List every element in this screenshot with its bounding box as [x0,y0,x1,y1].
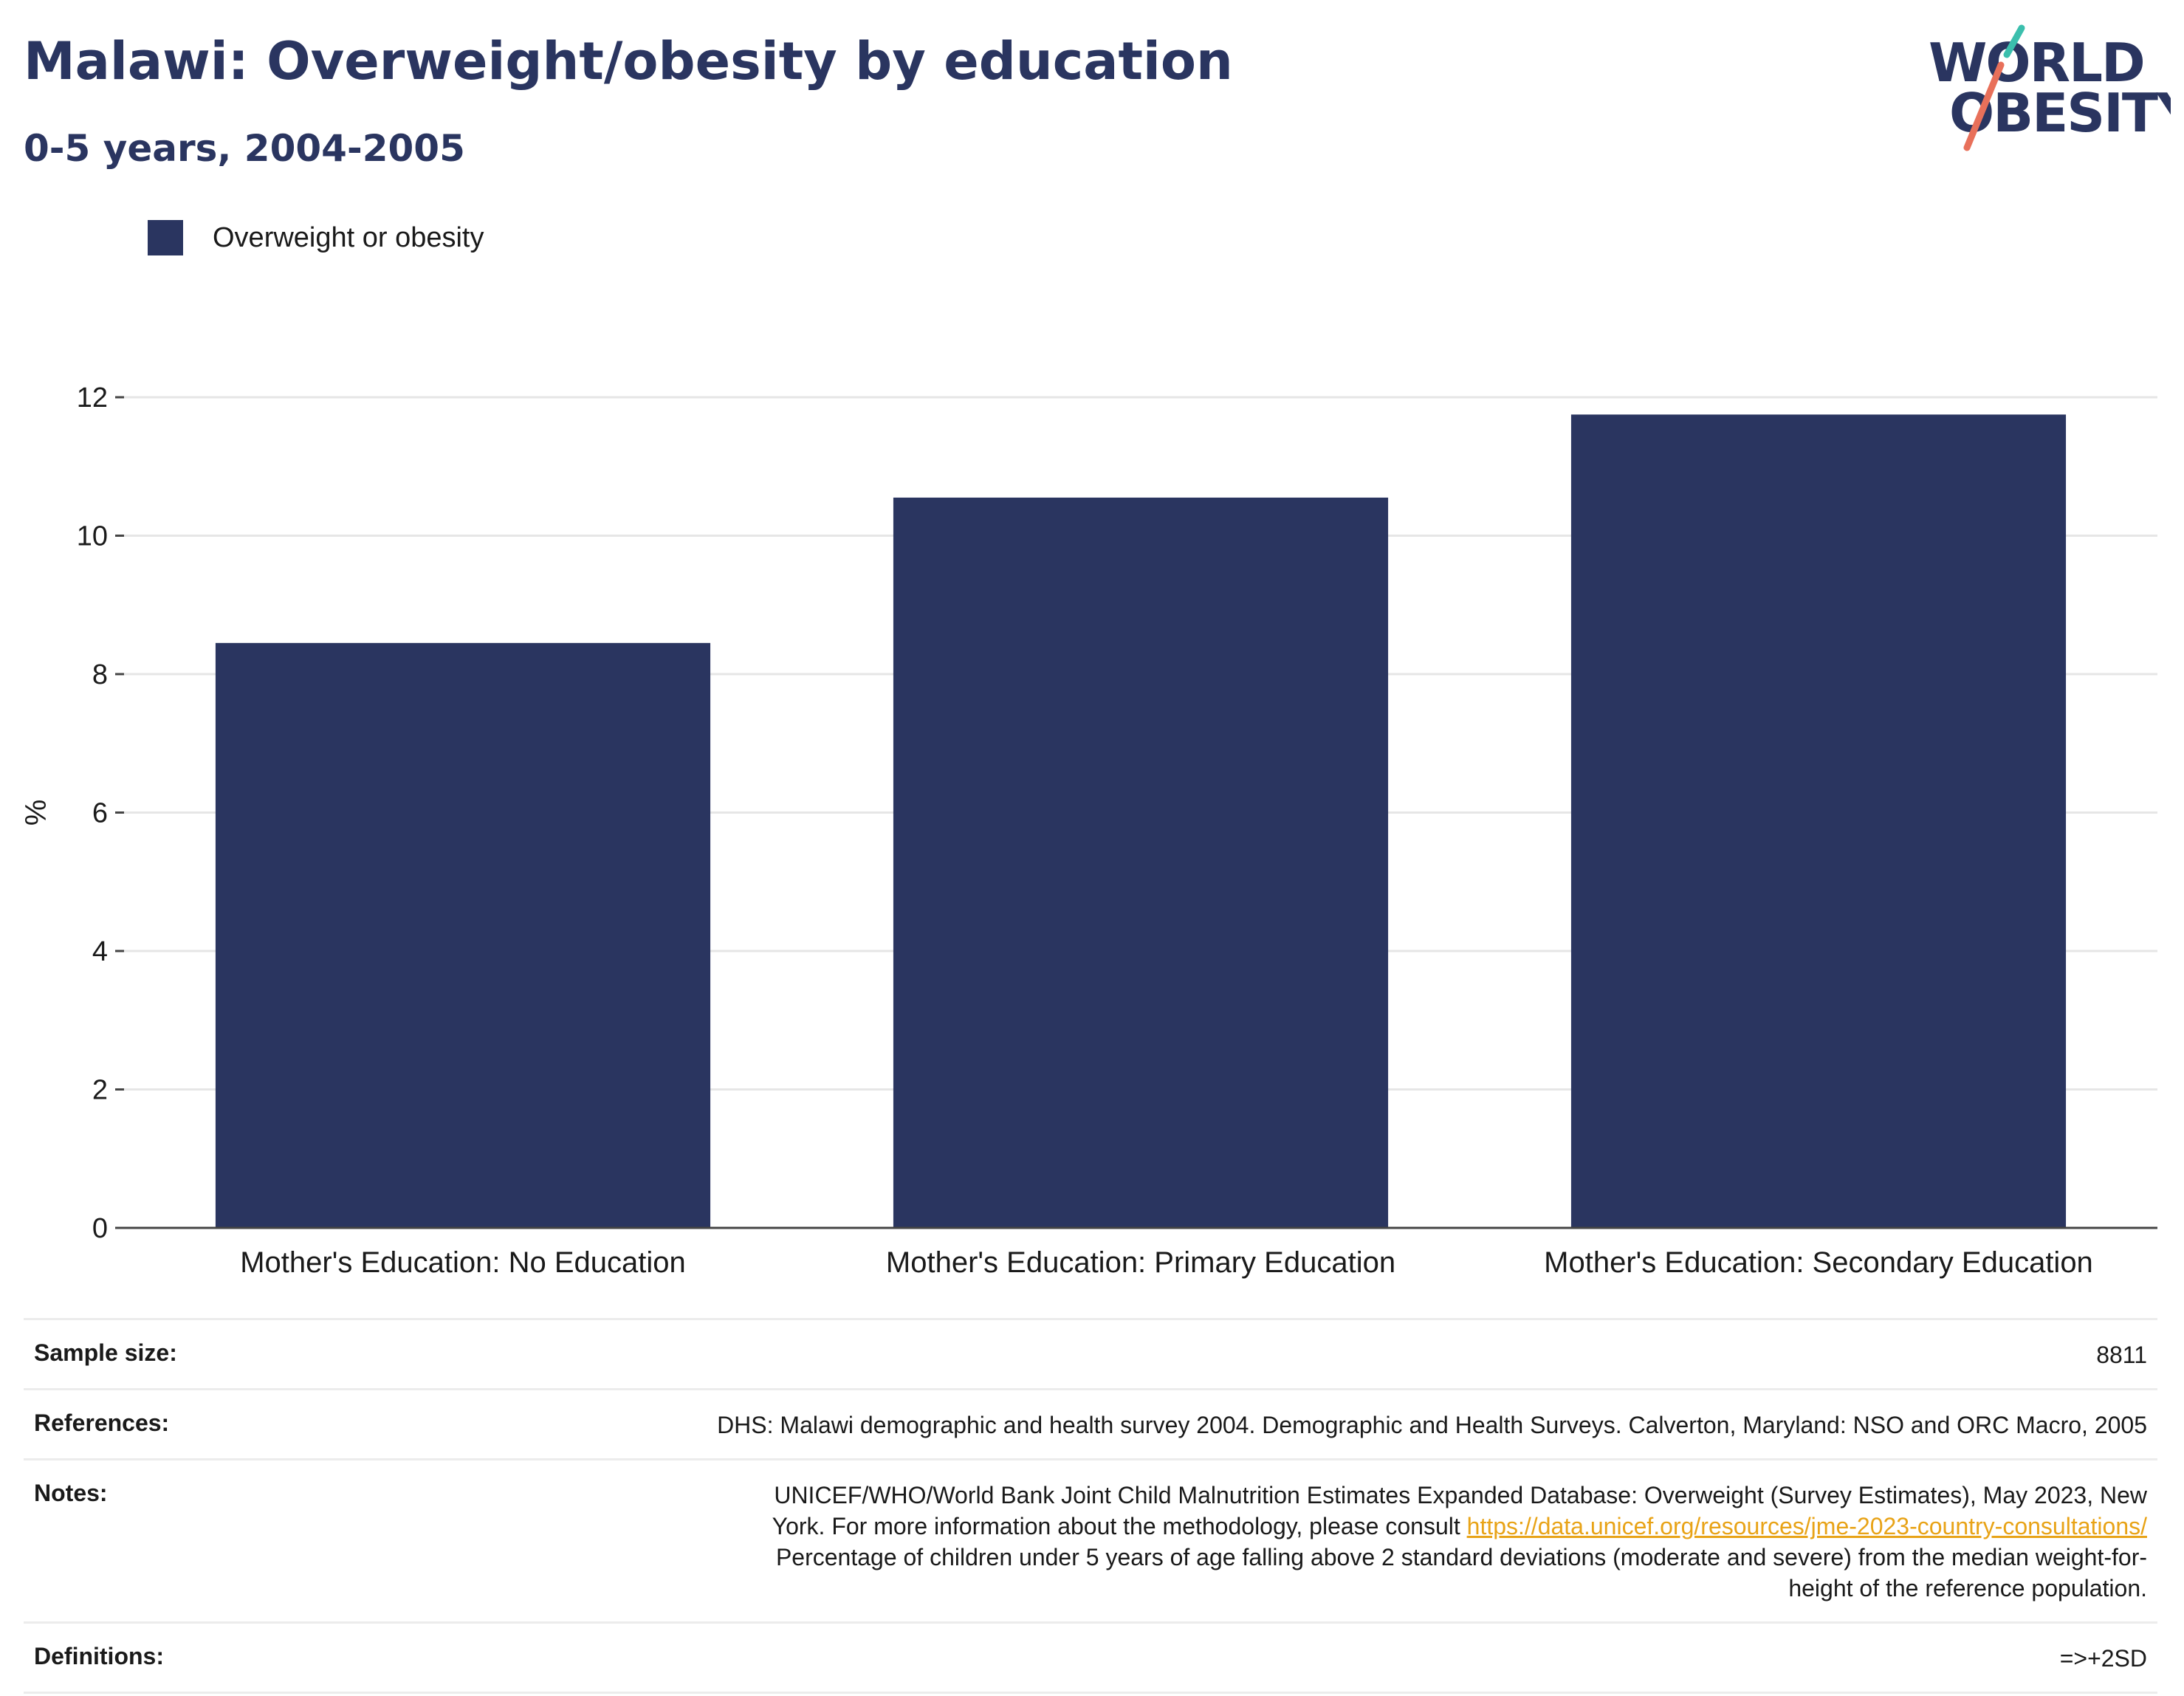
y-tick-label: 8 [92,659,108,690]
y-tick-label: 6 [92,798,108,829]
y-tick-label: 12 [77,382,108,413]
world-obesity-logo: WORLD OBESITY [1929,24,2171,151]
notes-line-2: York. For more information about the met… [772,1511,2147,1542]
bar-chart: 0 2 4 6 8 10 12% Mother's Education: No Educati… [20,382,2157,1279]
x-tick-label: Mother's Education: Primary Education [886,1246,1395,1279]
notes-line-2-text: York. For more information about the met… [772,1513,1467,1539]
info-row-definitions: Definitions: =>+2SD [24,1621,2157,1694]
notes-value: UNICEF/WHO/World Bank Joint Child Malnut… [772,1480,2147,1604]
methodology-link[interactable]: https://data.unicef.org/resources/jme-20… [1466,1513,2147,1539]
logo-line-world: WORLD [1929,32,2144,94]
logo-slash-top [2003,24,2025,58]
sample-size-value: 8811 [2096,1342,2147,1368]
notes-line-4: height of the reference population. [1788,1575,2147,1601]
y-tick-label: 0 [92,1213,108,1244]
notes-line-3: Percentage of children under 5 years of … [775,1544,2147,1570]
sample-size-label: Sample size: [34,1339,177,1366]
info-row-references: References: DHS: Malawi demographic and … [24,1388,2157,1458]
info-row-sample-size: Sample size: 8811 [24,1318,2157,1388]
x-tick-label: Mother's Education: Secondary Education [1544,1246,2093,1279]
bar [893,497,1389,1228]
y-tick-label: 10 [77,521,108,552]
notes-line-1: UNICEF/WHO/World Bank Joint Child Malnut… [774,1482,2147,1508]
bar [215,642,711,1228]
y-tick-label: 2 [92,1075,108,1106]
logo-slash-bottom [1963,61,2005,151]
info-table: Sample size: 8811 References: DHS: Malaw… [24,1318,2157,1694]
x-tick-label: Mother's Education: No Education [240,1246,686,1279]
y-axis-label: % [20,800,52,826]
definitions-label: Definitions: [34,1643,164,1669]
legend-label: Overweight or obesity [213,222,484,253]
notes-label: Notes: [34,1480,108,1506]
legend-swatch [148,220,183,255]
chart-legend: Overweight or obesity [148,220,484,255]
references-label: References: [34,1410,170,1436]
info-row-notes: Notes: UNICEF/WHO/World Bank Joint Child… [24,1458,2157,1621]
references-value: DHS: Malawi demographic and health surve… [717,1412,2147,1438]
chart-subtitle: 0-5 years, 2004-2005 [24,127,465,170]
chart-title: Malawi: Overweight/obesity by education [24,31,1233,92]
y-tick-label: 4 [92,936,108,967]
definitions-value: =>+2SD [2059,1645,2147,1672]
bar [1570,414,2067,1228]
